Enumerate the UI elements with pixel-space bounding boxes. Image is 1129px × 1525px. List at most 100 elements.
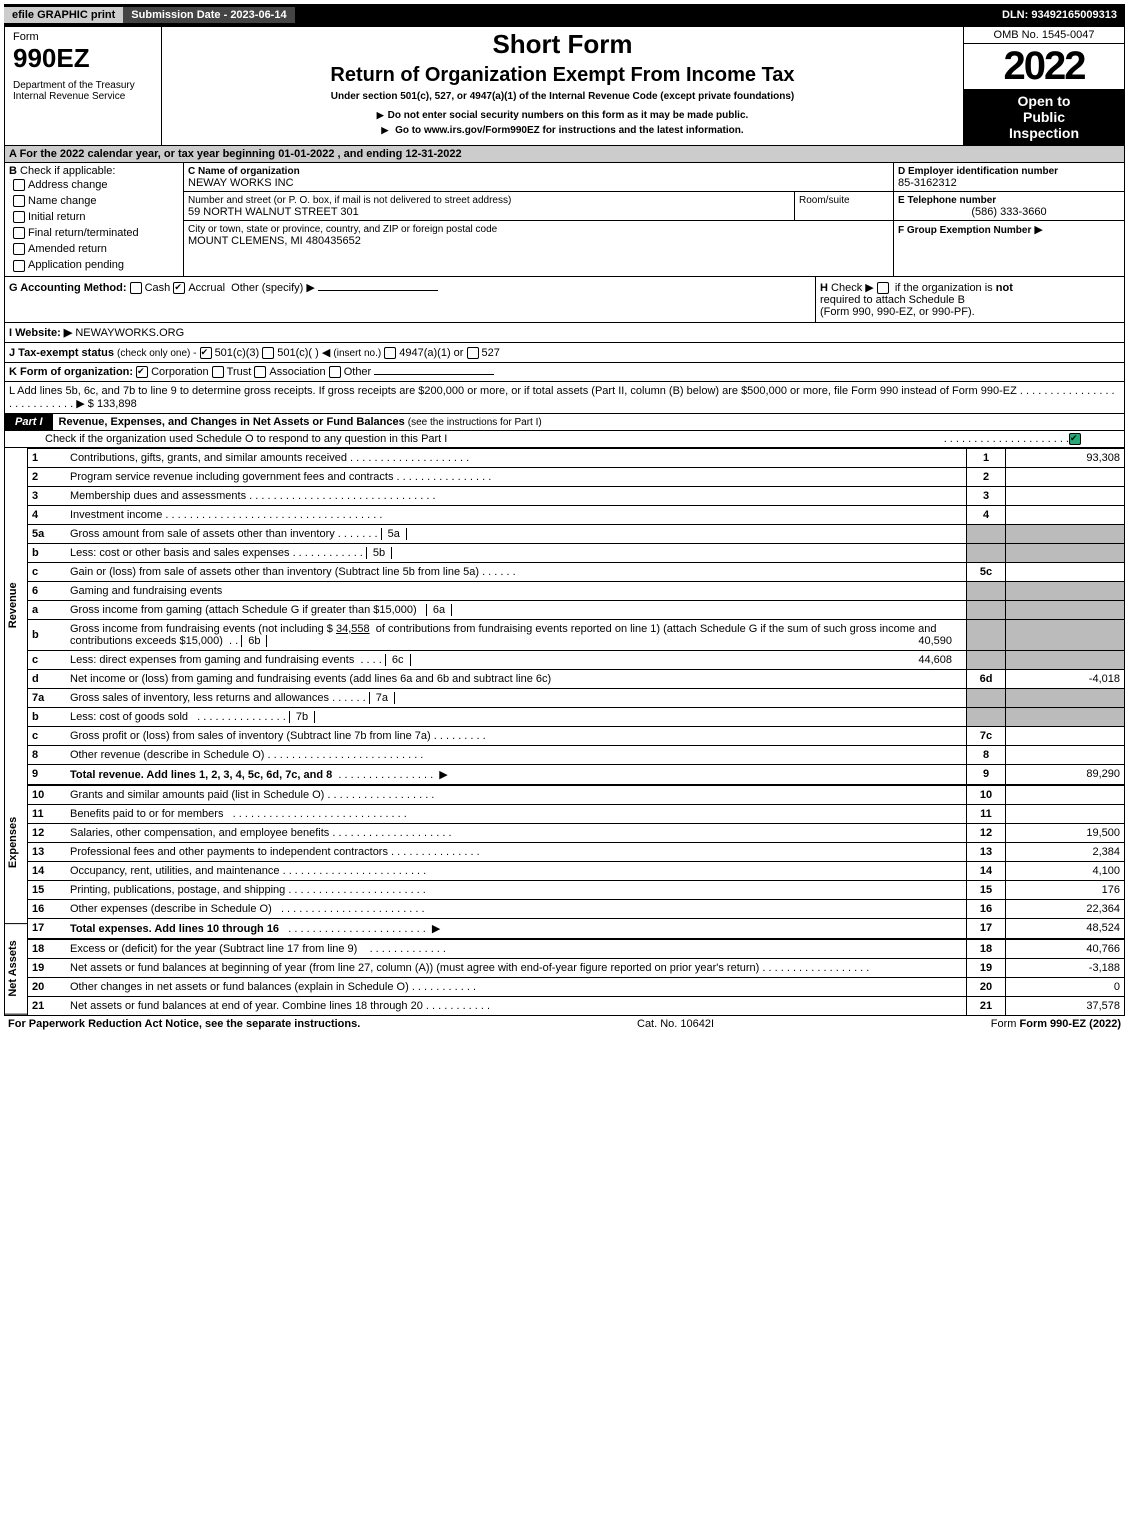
line-17-num: 17 [28,918,66,939]
line-12-num: 12 [28,823,66,842]
line-9-desc: Total revenue. Add lines 1, 2, 3, 4, 5c,… [70,769,332,781]
line-18-num: 18 [28,939,66,959]
line-6-num: 6 [28,581,66,600]
line-10-amount [1006,785,1125,805]
line-16-box: 16 [967,899,1006,918]
line-5b-sub: 5b [366,547,392,559]
line-4-desc: Investment income [70,509,162,521]
line-21-desc: Net assets or fund balances at end of ye… [70,1000,423,1012]
goto-text[interactable]: Go to www.irs.gov/Form990EZ for instruct… [395,125,744,136]
line-13-desc: Professional fees and other payments to … [70,846,388,858]
501c3-checkbox[interactable] [200,347,212,359]
line-11-desc: Benefits paid to or for members [70,808,223,820]
other-org-label: Other [344,366,372,378]
association-label: Association [269,366,325,378]
line-7b-num: b [28,707,66,726]
city-label: City or town, state or province, country… [188,224,497,235]
line-7b-desc: Less: cost of goods sold [70,711,188,723]
address-change-checkbox[interactable] [13,179,25,191]
line-1-num: 1 [28,448,66,467]
application-pending-checkbox[interactable] [13,260,25,272]
line-3-amount [1006,486,1125,505]
4947-checkbox[interactable] [384,347,396,359]
gross-receipts-amount: $ 133,898 [88,398,137,410]
name-change-checkbox[interactable] [13,195,25,207]
line-12-desc: Salaries, other compensation, and employ… [70,827,329,839]
line-6b-sub: 6b [241,635,267,647]
accrual-label: Accrual [188,282,225,294]
top-bar: efile GRAPHIC print Submission Date - 20… [4,4,1125,26]
section-i: I Website: ▶ NEWAYWORKS.ORG [5,323,1124,343]
open-to-label: Open to [968,93,1120,109]
line-6a-desc: Gross income from gaming (attach Schedul… [70,604,417,616]
527-checkbox[interactable] [467,347,479,359]
line-11-num: 11 [28,804,66,823]
line-1-amount: 93,308 [1006,448,1125,467]
revenue-sidebar: Revenue [5,448,27,762]
form-number: 990EZ [13,43,153,74]
group-exemption-label: F Group Exemption Number [898,225,1031,236]
line-5b-desc: Less: cost or other basis and sales expe… [70,547,290,559]
4947-label: 4947(a)(1) or [399,347,463,359]
line-6c-sub: 6c [385,654,411,666]
501c-checkbox[interactable] [262,347,274,359]
efile-tab: efile GRAPHIC print [4,7,123,23]
final-return-checkbox[interactable] [13,227,25,239]
line-11-amount [1006,804,1125,823]
tax-exempt-label: J Tax-exempt status [9,347,114,359]
omb-number: OMB No. 1545-0047 [964,27,1124,44]
line-10-box: 10 [967,785,1006,805]
line-6c-num: c [28,650,66,669]
association-checkbox[interactable] [254,366,266,378]
form-container: Form 990EZ Department of the Treasury In… [4,26,1125,1016]
submission-tab: Submission Date - 2023-06-14 [123,7,294,23]
ein-value: 85-3162312 [898,177,957,189]
lines-table: 1Contributions, gifts, grants, and simil… [28,448,1124,1015]
section-l-text: L Add lines 5b, 6c, and 7b to line 9 to … [9,385,1017,397]
line-6d-amount: -4,018 [1006,669,1125,688]
check-if-applicable: Check if applicable: [20,165,115,177]
name-change-label: Name change [28,195,97,207]
page-footer: For Paperwork Reduction Act Notice, see … [4,1016,1125,1032]
line-6d-box: 6d [967,669,1006,688]
line-19-box: 19 [967,958,1006,977]
line-15-amount: 176 [1006,880,1125,899]
line-6-desc: Gaming and fundraising events [66,581,967,600]
cash-checkbox[interactable] [130,282,142,294]
dln-label: DLN: 93492165009313 [994,7,1125,23]
website-value[interactable]: NEWAYWORKS.ORG [75,327,184,339]
expenses-sidebar: Expenses [5,762,27,924]
line-18-amount: 40,766 [1006,939,1125,959]
h-text2: if the organization is [895,282,993,294]
line-3-desc: Membership dues and assessments [70,490,246,502]
501c3-label: 501(c)(3) [215,347,260,359]
tax-year: 2022 [964,44,1124,89]
line-7c-num: c [28,726,66,745]
line-14-num: 14 [28,861,66,880]
line-12-amount: 19,500 [1006,823,1125,842]
h-not: not [996,282,1013,294]
open-to-public: Open to Public Inspection [964,89,1124,145]
line-6d-num: d [28,669,66,688]
line-20-amount: 0 [1006,977,1125,996]
line-2-amount [1006,467,1125,486]
h-check-label: Check ▶ [831,282,874,294]
line-4-amount [1006,505,1125,524]
line-8-num: 8 [28,745,66,764]
part-1-tab: Part I [5,414,53,430]
schedule-b-checkbox[interactable] [877,282,889,294]
other-org-checkbox[interactable] [329,366,341,378]
org-name: NEWAY WORKS INC [188,177,294,189]
corporation-checkbox[interactable] [136,366,148,378]
527-label: 527 [482,347,500,359]
accrual-checkbox[interactable] [173,282,185,294]
line-18-box: 18 [967,939,1006,959]
street-address: 59 NORTH WALNUT STREET 301 [188,206,359,218]
initial-return-checkbox[interactable] [13,211,25,223]
form-word: Form [13,31,153,43]
trust-checkbox[interactable] [212,366,224,378]
amended-return-checkbox[interactable] [13,243,25,255]
application-pending-label: Application pending [28,259,124,271]
schedule-o-checkbox[interactable] [1069,433,1081,445]
room-suite-label: Room/suite [799,195,850,206]
